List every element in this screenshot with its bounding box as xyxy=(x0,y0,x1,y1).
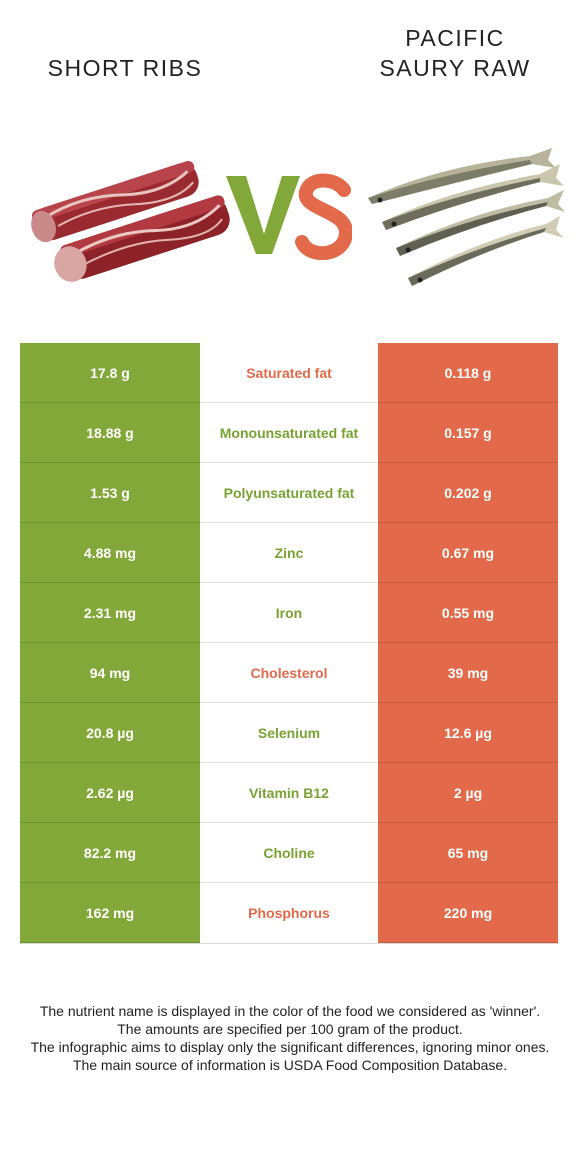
nutrient-name: Selenium xyxy=(200,703,378,763)
short-ribs-value: 20.8 µg xyxy=(20,703,200,763)
short-ribs-image xyxy=(31,160,230,282)
short-ribs-value: 4.88 mg xyxy=(20,523,200,583)
nutrient-name: Saturated fat xyxy=(200,343,378,403)
table-row: 2.31 mg Iron 0.55 mg xyxy=(20,583,558,643)
short-ribs-value: 17.8 g xyxy=(20,343,200,403)
left-food-title: SHORT RIBS xyxy=(47,55,203,81)
table-row: 2.62 µg Vitamin B12 2 µg xyxy=(20,763,558,823)
nutrient-name: Phosphorus xyxy=(248,905,330,921)
nutrient-name: Zinc xyxy=(200,523,378,583)
nutrient-name: Monounsaturated fat xyxy=(200,403,378,463)
nutrient-name: Polyunsaturated fat xyxy=(200,463,378,523)
table-row: 162 mg Phosphorus 220 mg xyxy=(20,883,558,943)
pacific-saury-value: 65 mg xyxy=(378,823,558,883)
pacific-saury-value: 220 mg xyxy=(378,883,558,943)
nutrient-name: Cholesterol xyxy=(200,643,378,703)
pacific-saury-value: 0.55 mg xyxy=(378,583,558,643)
nutrient-name: Iron xyxy=(200,583,378,643)
pacific-saury-value: 0.157 g xyxy=(378,403,558,463)
short-ribs-value: 1.53 g xyxy=(20,463,200,523)
table-row: 1.53 g Polyunsaturated fat 0.202 g xyxy=(20,463,558,523)
short-ribs-value: 82.2 mg xyxy=(20,823,200,883)
table-row: 94 mg Cholesterol 39 mg xyxy=(20,643,558,703)
nutrient-name: Choline xyxy=(200,823,378,883)
pacific-saury-value: 0.202 g xyxy=(378,463,558,523)
footer-note-source: The main source of information is USDA F… xyxy=(72,1057,508,1073)
pacific-saury-value: 2 µg xyxy=(378,763,558,823)
nutrient-comparison-table: 17.8 g Saturated fat 0.118 g 18.88 g Monouns… xyxy=(20,343,558,944)
table-row: 20.8 µg Selenium 12.6 µg xyxy=(20,703,558,763)
short-ribs-value: 2.62 µg xyxy=(20,763,200,823)
pacific-saury-value: 12.6 µg xyxy=(378,703,558,763)
pacific-saury-value: 0.118 g xyxy=(378,343,558,403)
footer-note-differences: The infographic aims to display only the… xyxy=(30,1039,550,1055)
short-ribs-value: 94 mg xyxy=(20,643,200,703)
table-row: 17.8 g Saturated fat 0.118 g xyxy=(20,343,558,403)
footer-note-amounts: The amounts are specified per 100 gram o… xyxy=(117,1021,463,1037)
short-ribs-value: 18.88 g xyxy=(20,403,200,463)
table-row: 82.2 mg Choline 65 mg xyxy=(20,823,558,883)
pacific-saury-image xyxy=(368,148,565,286)
vs-logo xyxy=(226,173,352,260)
short-ribs-value: 2.31 mg xyxy=(20,583,200,643)
short-ribs-value: 162 mg xyxy=(20,883,200,943)
pacific-saury-value: 0.67 mg xyxy=(378,523,558,583)
table-row: 18.88 g Monounsaturated fat 0.157 g xyxy=(20,403,558,463)
footer-notes: The nutrient name is displayed in the co… xyxy=(18,1002,562,1074)
nutrient-name: Vitamin B12 xyxy=(200,763,378,823)
footer-note-winner: The nutrient name is displayed in the co… xyxy=(39,1003,541,1019)
table-row: 4.88 mg Zinc 0.67 mg xyxy=(20,523,558,583)
pacific-saury-value: 39 mg xyxy=(378,643,558,703)
right-food-title: PACIFIC SAURY RAW xyxy=(379,25,531,81)
